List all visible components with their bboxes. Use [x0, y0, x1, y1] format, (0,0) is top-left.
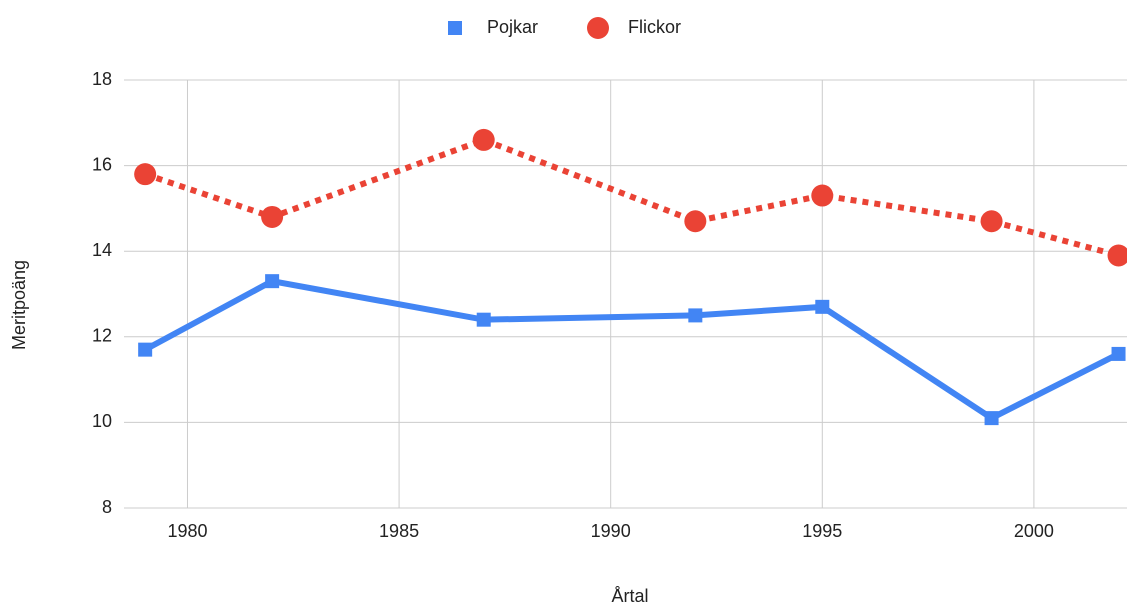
x-tick-label: 1990: [591, 521, 631, 541]
x-tick-label: 1995: [802, 521, 842, 541]
legend-label: Pojkar: [487, 17, 538, 37]
y-tick-label: 18: [92, 69, 112, 89]
series-line: [143, 278, 1120, 422]
series-line: [144, 136, 1120, 259]
data-point: [815, 299, 830, 314]
data-point: [261, 205, 284, 228]
data-point: [980, 210, 1003, 233]
data-point: [472, 128, 495, 151]
x-tick-label: 2000: [1014, 521, 1054, 541]
data-point: [476, 312, 491, 327]
legend-marker: [448, 21, 462, 35]
data-point: [1107, 244, 1127, 267]
data-point: [138, 342, 153, 357]
data-point: [984, 411, 999, 426]
x-tick-label: 1980: [167, 521, 207, 541]
y-tick-label: 8: [102, 497, 112, 517]
data-point: [811, 184, 834, 207]
legend-marker: [587, 17, 609, 39]
data-point: [684, 210, 707, 233]
y-tick-label: 16: [92, 154, 112, 174]
data-point: [134, 163, 157, 186]
y-tick-label: 14: [92, 240, 112, 260]
legend-label: Flickor: [628, 17, 681, 37]
y-tick-label: 10: [92, 411, 112, 431]
y-tick-label: 12: [92, 326, 112, 346]
x-tick-label: 1985: [379, 521, 419, 541]
x-axis-label: Årtal: [611, 586, 648, 606]
data-point: [688, 308, 703, 323]
data-point: [265, 274, 280, 289]
data-point: [1111, 346, 1126, 361]
y-axis-label: Meritpoäng: [9, 260, 29, 350]
